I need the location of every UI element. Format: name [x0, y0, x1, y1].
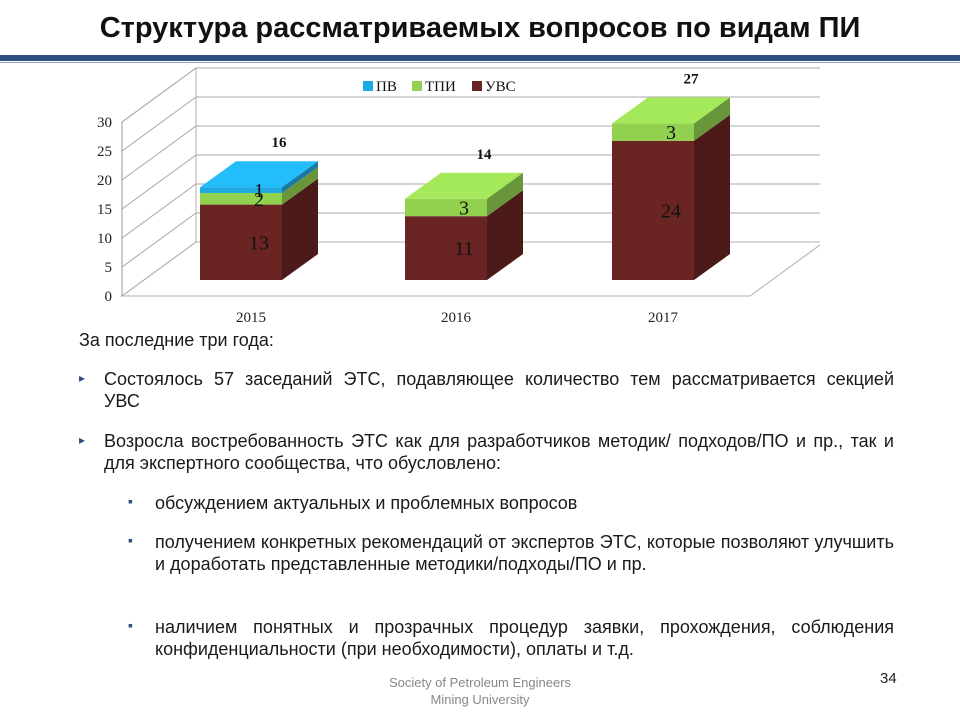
sub-bullet-text: наличием понятных и прозрачных процедур …: [155, 617, 894, 659]
data-label: 2: [254, 189, 264, 211]
total-label: 27: [684, 71, 700, 87]
bar-segment-side: [282, 178, 318, 280]
sub-bullet-text: получением конкретных рекомендаций от эк…: [155, 532, 894, 574]
y-tick-label: 10: [97, 231, 112, 247]
sub-bullet-item: ▪ наличием понятных и прозрачных процеду…: [128, 616, 894, 660]
total-label: 16: [272, 135, 288, 151]
bullet-text: Возросла востребованность ЭТС как для ра…: [104, 431, 894, 473]
square-bullet-icon: ▪: [128, 493, 133, 509]
bar-top: [200, 161, 318, 188]
bar-segment-side: [694, 97, 730, 141]
footer-org: Society of Petroleum Engineers: [388, 675, 572, 690]
legend-swatch: [472, 81, 482, 91]
bar-top: [405, 172, 523, 199]
y-tick-label: 5: [105, 260, 113, 276]
square-bullet-icon: ▪: [128, 617, 133, 633]
gridline: [121, 96, 820, 152]
bar-segment-side: [282, 161, 318, 193]
legend-swatch: [412, 81, 422, 91]
bar-segment-side: [282, 167, 318, 205]
chart-floor: [120, 241, 820, 297]
data-label: 3: [459, 198, 469, 220]
legend-swatch: [363, 81, 373, 91]
title-underline: [0, 55, 960, 61]
x-tick-label: 2015: [236, 310, 266, 326]
footer-university: Mining University: [430, 692, 530, 707]
square-bullet-icon: ▪: [128, 532, 133, 548]
sub-bullet-item: ▪ обсуждением актуальных и проблемных во…: [128, 492, 894, 514]
data-label: 13: [249, 232, 269, 254]
legend-label: ПВ: [376, 79, 397, 95]
y-tick-label: 20: [97, 173, 112, 189]
bar-segment: [612, 123, 694, 141]
sub-bullet-item: ▪ получением конкретных рекомендаций от …: [128, 531, 894, 575]
y-axis: 0 5 10 15 20 25 30: [97, 115, 123, 305]
y-tick-label: 15: [97, 202, 112, 218]
bullet-item: ▸ Возросла востребованность ЭТС как для …: [79, 430, 894, 474]
bar-segment-side: [694, 114, 730, 280]
y-tick-label: 0: [105, 289, 113, 305]
sub-bullet-text: обсуждением актуальных и проблемных вопр…: [155, 493, 578, 513]
chart-bars: [200, 97, 730, 280]
chart-legend: ПВ ТПИ УВС: [363, 79, 516, 95]
bar-segment: [200, 187, 282, 193]
bar-segment: [200, 204, 282, 280]
x-axis: 2015 2016 2017: [236, 310, 679, 326]
chart-data-labels: 13 21 16 11 3 14 24 3 27: [249, 71, 699, 260]
y-tick-label: 25: [97, 144, 112, 160]
bullet-arrow-icon: ▸: [79, 371, 86, 385]
legend-label: УВС: [485, 79, 516, 95]
bar-segment-side: [487, 190, 523, 280]
data-label: 11: [454, 238, 473, 260]
bar-segment: [405, 198, 487, 217]
bullet-arrow-icon: ▸: [79, 433, 86, 447]
intro-text: За последние три года:: [79, 330, 274, 350]
data-label: 24: [661, 200, 681, 222]
bar-segment: [612, 140, 694, 280]
bar-segment: [200, 193, 282, 205]
data-label: 1: [254, 180, 264, 202]
gridline: [121, 67, 820, 123]
x-tick-label: 2016: [441, 310, 472, 326]
data-label: 3: [666, 122, 676, 144]
page-number: 34: [880, 670, 897, 687]
bar-segment: [405, 216, 487, 280]
x-tick-label: 2017: [648, 310, 679, 326]
bar-segment-side: [487, 172, 523, 217]
footer: Society of Petroleum Engineers Mining Un…: [300, 674, 660, 708]
total-label: 14: [477, 147, 493, 163]
bullet-text: Состоялось 57 заседаний ЭТС, подавляющее…: [104, 369, 894, 411]
y-tick-label: 30: [97, 115, 112, 131]
page-title: Структура рассматриваемых вопросов по ви…: [99, 12, 861, 44]
bullet-item: ▸ Состоялось 57 заседаний ЭТС, подавляющ…: [79, 368, 894, 412]
legend-label: ТПИ: [425, 79, 456, 95]
bar-top: [612, 97, 730, 124]
title-underline-thin: [0, 62, 960, 63]
